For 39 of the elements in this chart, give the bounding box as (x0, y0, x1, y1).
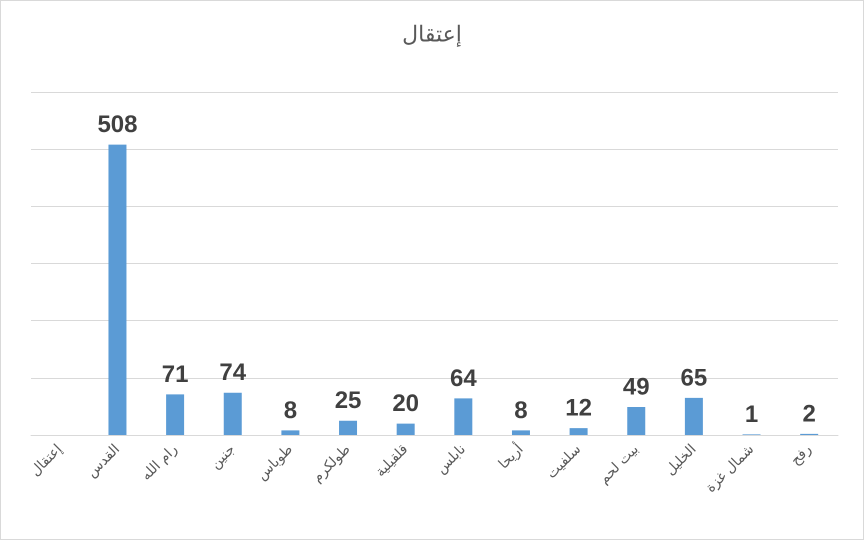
x-tick-label: بيت لحم (596, 441, 642, 488)
x-tick-label: إعتقال (27, 441, 66, 480)
bar (166, 394, 184, 435)
data-label: 64 (450, 364, 478, 392)
data-label: 74 (219, 359, 247, 386)
bar (108, 144, 126, 435)
bar (454, 398, 472, 435)
x-tick-label: أريحا (494, 440, 527, 472)
data-label: 65 (680, 364, 708, 392)
data-label: 71 (162, 360, 188, 388)
data-label: 8 (284, 396, 298, 424)
bar (396, 424, 415, 435)
chart-title: إعتقال (402, 22, 462, 48)
data-label: 20 (392, 390, 420, 418)
bar (339, 420, 358, 435)
x-tick-label: نابلس (433, 441, 469, 478)
x-tick-label: طولكرم (309, 441, 354, 486)
x-tick-label: قلقيلية (372, 441, 412, 480)
x-tick-label: سلفيت (544, 441, 584, 482)
x-tick-label: طوباس (254, 441, 296, 484)
bar (281, 430, 300, 435)
x-tick-label: رفح (788, 441, 815, 469)
x-tick-label: الخليل (662, 441, 700, 479)
x-tick-label: جنين (207, 441, 238, 472)
bar (224, 392, 242, 435)
data-label: 2 (802, 400, 816, 428)
bar (512, 430, 530, 435)
x-tick-label: القدس (84, 441, 124, 481)
bar (684, 398, 703, 435)
x-tick-label: شمال غزة (702, 441, 758, 496)
data-label: 25 (334, 387, 362, 414)
data-label: 8 (514, 396, 528, 424)
data-label: 12 (565, 394, 592, 422)
x-tick-label: رام الله (138, 441, 181, 484)
data-label: 508 (97, 111, 138, 138)
bar (570, 428, 588, 435)
bar (627, 406, 646, 435)
data-label: 1 (744, 400, 758, 428)
data-label: 49 (622, 373, 650, 400)
